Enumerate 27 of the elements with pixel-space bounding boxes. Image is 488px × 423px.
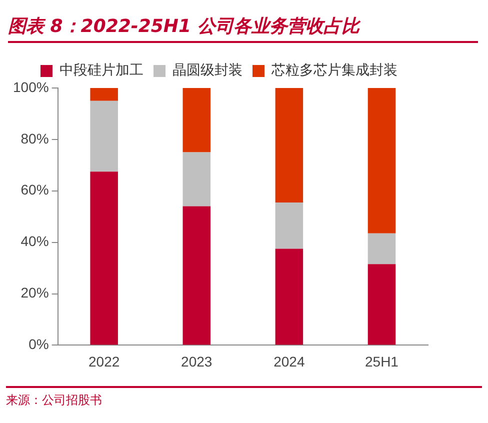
bar [182,206,211,345]
bar [90,172,118,345]
chart-title: 图表 8：2022-25H1 公司各业务营收占比 [8,14,478,43]
bar [368,264,396,345]
bar [182,152,211,206]
legend-label: 芯粒多芯片集成封装 [270,62,398,79]
bar [275,88,304,202]
y-tick-label: 100% [12,78,49,95]
bar [368,88,396,234]
y-tick-label: 20% [20,284,49,301]
y-tick-label: 60% [20,182,49,198]
bar [182,88,211,152]
legend-label: 晶圆级封装 [172,62,242,79]
bar [368,233,396,264]
y-tick-label: 80% [20,130,49,146]
bar [90,100,118,172]
x-tick-label: 2024 [274,353,305,370]
x-tick-label: 2022 [88,353,120,370]
x-tick-label: 25H1 [364,353,399,370]
source-note: 来源：公司招股书 [6,386,482,409]
y-tick-label: 0% [28,336,49,352]
bar [275,248,304,345]
x-tick-label: 2023 [181,353,212,370]
bar [275,202,304,249]
y-tick-label: 40% [20,233,49,250]
bar [90,88,118,101]
legend-label: 中段硅片加工 [60,62,144,79]
